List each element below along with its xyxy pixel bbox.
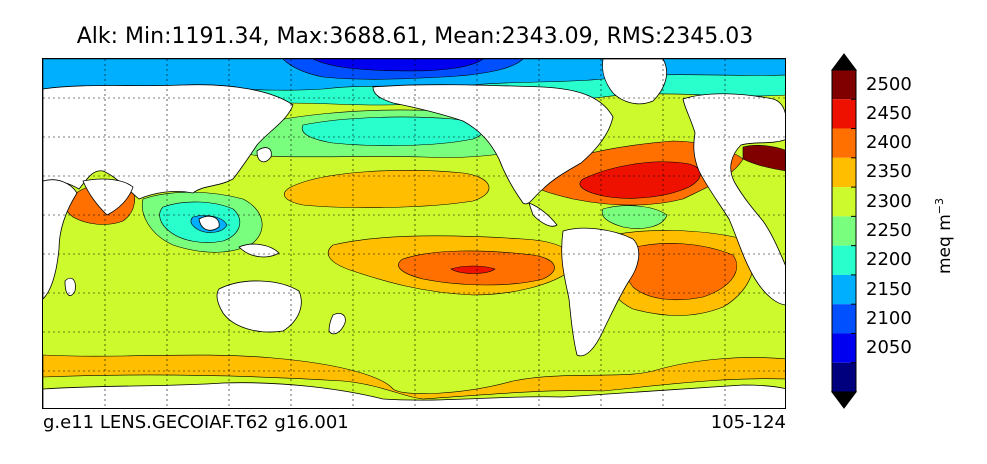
colorbar-band-2400 [832,128,856,158]
colorbar-band-below [832,362,856,392]
colorbar-tick-label-2250: 2250 [866,220,912,241]
colorbar-tick-label-2300: 2300 [866,190,912,212]
units-base: meq m [934,214,955,274]
colorbar-tick-label-2200: 2200 [866,249,912,271]
map-plot [43,59,785,408]
colorbar [831,53,857,409]
years-label: 105-124 [710,412,786,433]
land-madagascar [64,277,76,296]
colorbar-band-2200 [832,245,856,275]
land-asia [43,84,294,200]
colorbar-band-2300 [832,187,856,217]
land-greenland [602,59,667,105]
colorbar-tick-label-2400: 2400 [866,132,912,154]
colorbar-tick-label-2150: 2150 [866,278,912,300]
land-borneo [198,215,220,231]
land-antarctica [43,382,785,408]
map-grid [43,59,785,408]
case-name-label: g.e11 LENS.GECOIAF.T62 g16.001 [43,412,349,433]
amazon-plume-low [601,205,668,229]
land-central-america [528,202,558,227]
mediterranean-high [742,145,785,171]
colorbar-band-2250 [832,216,856,246]
colorbar-band-2450 [832,99,856,129]
colorbar-band-2100 [832,304,856,334]
north-atlantic-max [579,161,701,199]
land-australia [216,280,302,333]
colorbar-units-label: meq m−3 [933,198,955,274]
land-africa [43,179,78,300]
colorbar-band-2150 [832,274,856,305]
landmasses [43,59,785,408]
colorbar-tick-label-2050: 2050 [866,337,912,359]
land-north-america [372,84,614,205]
land-japan [256,147,272,163]
colorbar-tick-label-2100: 2100 [866,307,912,329]
south-pacific-peak [450,265,496,274]
land-europe-africa [682,93,785,306]
north-pacific-subpolar-core [301,116,484,146]
colorbar-bottom-extend [831,391,857,409]
land-india [82,178,134,216]
north-pacific-high [283,170,490,208]
land-nz [328,313,346,335]
colorbar-band-2050 [832,333,856,363]
colorbar-tick-label-2450: 2450 [866,102,912,124]
units-exponent: −3 [933,198,947,215]
colorbar-top-extend [831,53,857,71]
figure-title: Alk: Min:1191.34, Max:3688.61, Mean:2343… [76,24,754,49]
colorbar-tick-label-2500: 2500 [866,73,912,95]
colorbar-band-2500 [832,70,856,100]
colorbar-tick-label-2350: 2350 [866,161,912,183]
land-south-america [561,227,640,357]
map-panel [42,58,786,409]
arctic-deep-band [312,59,484,72]
colorbar-band-2350 [832,157,856,188]
